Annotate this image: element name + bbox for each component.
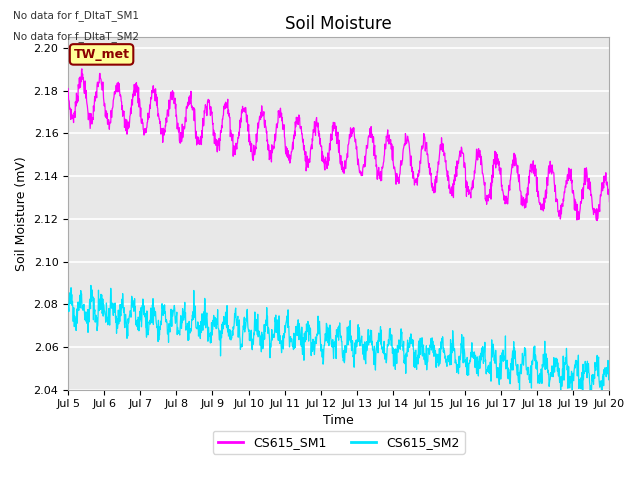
Text: TW_met: TW_met <box>74 48 129 61</box>
Title: Soil Moisture: Soil Moisture <box>285 15 392 33</box>
X-axis label: Time: Time <box>323 414 354 427</box>
Legend: CS615_SM1, CS615_SM2: CS615_SM1, CS615_SM2 <box>213 431 465 454</box>
Y-axis label: Soil Moisture (mV): Soil Moisture (mV) <box>15 156 28 271</box>
Text: No data for f_DltaT_SM2: No data for f_DltaT_SM2 <box>13 31 139 42</box>
Text: No data for f_DltaT_SM1: No data for f_DltaT_SM1 <box>13 10 139 21</box>
